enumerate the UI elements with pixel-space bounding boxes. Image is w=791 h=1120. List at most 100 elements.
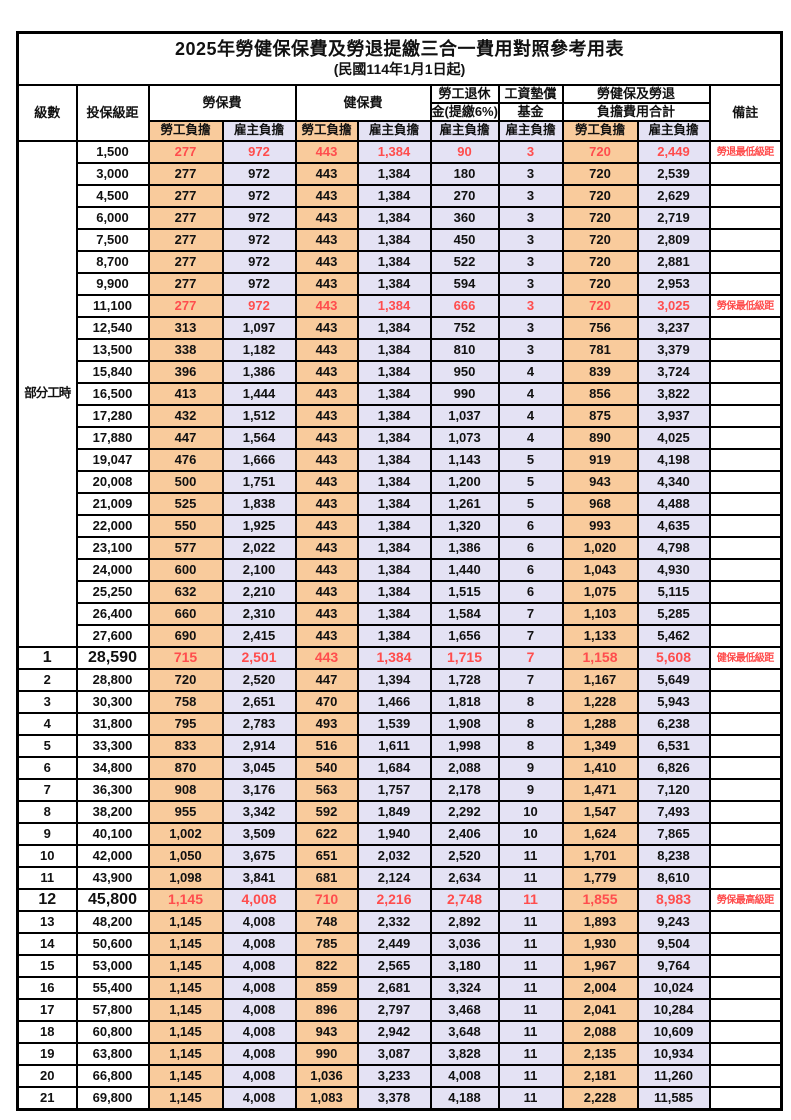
- remark-cell: [708, 426, 783, 450]
- labor-employer-cell: 2,100: [221, 558, 297, 582]
- table-row: 12 45,800 1,145 4,008 710 2,216 2,748 11 1,855 8,…: [16, 888, 783, 912]
- header-row-1: 級數 投保級距 勞保費 健保費 勞工退休 工資墊償 勞健保及勞退 備註: [16, 84, 783, 142]
- labor-worker-cell: 277: [147, 272, 224, 296]
- wage-fund-employer-cell: 7: [497, 646, 564, 670]
- labor-worker-cell: 476: [147, 448, 224, 472]
- remark-cell: [708, 602, 783, 626]
- labor-worker-cell: 447: [147, 426, 224, 450]
- bracket-cell: 21,009: [75, 492, 150, 516]
- table-row: 8,700 277 972 443 1,384 522 3 720 2,881: [18, 250, 783, 274]
- wage-fund-employer-cell: 10: [497, 822, 564, 846]
- remark-cell: [708, 228, 783, 252]
- total-employer-cell: 2,539: [636, 162, 711, 186]
- health-worker-cell: 443: [294, 360, 359, 384]
- remark-cell: [708, 976, 783, 1000]
- labor-employer-cell: 1,097: [221, 316, 297, 340]
- wage-fund-employer-cell: 8: [497, 734, 564, 758]
- total-employer-cell: 2,881: [636, 250, 711, 274]
- page-subtitle: (民國114年1月1日起): [333, 61, 466, 78]
- bracket-cell: 55,400: [75, 976, 150, 1000]
- bracket-cell: 69,800: [75, 1086, 150, 1111]
- wage-fund-employer-cell: 10: [497, 800, 564, 824]
- labor-employer-cell: 2,022: [221, 536, 297, 560]
- labor-employer-cell: 4,008: [221, 1042, 297, 1066]
- header-wage-fund-line2: 基金: [497, 102, 564, 122]
- total-employer-cell: 4,025: [636, 426, 711, 450]
- wage-fund-employer-cell: 7: [497, 624, 564, 648]
- bracket-cell: 24,000: [75, 558, 150, 582]
- labor-worker-cell: 1,145: [147, 1086, 224, 1111]
- total-worker-cell: 1,133: [561, 624, 639, 648]
- total-worker-cell: 720: [561, 272, 639, 296]
- labor-worker-cell: 396: [147, 360, 224, 384]
- labor-worker-cell: 338: [147, 338, 224, 362]
- total-employer-cell: 6,238: [636, 712, 711, 736]
- labor-employer-cell: 1,666: [221, 448, 297, 472]
- header-pension-line1: 勞工退休: [429, 84, 500, 104]
- labor-worker-cell: 432: [147, 404, 224, 428]
- bracket-cell: 25,250: [75, 580, 150, 604]
- table-row: 11,100 277 972 443 1,384 666 3 720 3,025 勞保最低級距: [18, 294, 783, 318]
- remark-cell: [708, 162, 783, 186]
- health-employer-cell: 1,384: [356, 162, 432, 186]
- health-employer-cell: 1,757: [356, 778, 432, 802]
- total-employer-cell: 6,826: [636, 756, 711, 780]
- remark-cell: [708, 338, 783, 362]
- pension-employer-cell: 2,634: [429, 866, 500, 890]
- health-worker-cell: 592: [294, 800, 359, 824]
- pension-employer-cell: 4,188: [429, 1086, 500, 1111]
- pension-employer-cell: 950: [429, 360, 500, 384]
- health-employer-cell: 1,384: [356, 250, 432, 274]
- remark-cell: [708, 910, 783, 934]
- total-employer-cell: 4,930: [636, 558, 711, 582]
- total-worker-cell: 2,135: [561, 1042, 639, 1066]
- health-employer-cell: 2,797: [356, 998, 432, 1022]
- wage-fund-employer-cell: 11: [497, 998, 564, 1022]
- health-worker-cell: 896: [294, 998, 359, 1022]
- remark-cell: [708, 558, 783, 582]
- health-employer-cell: 1,384: [356, 272, 432, 296]
- total-employer-cell: 4,488: [636, 492, 711, 516]
- pension-employer-cell: 3,468: [429, 998, 500, 1022]
- labor-worker-cell: 690: [147, 624, 224, 648]
- bracket-cell: 34,800: [75, 756, 150, 780]
- health-worker-cell: 443: [294, 250, 359, 274]
- labor-worker-cell: 715: [147, 646, 224, 670]
- health-worker-cell: 443: [294, 602, 359, 626]
- total-worker-cell: 2,088: [561, 1020, 639, 1044]
- bracket-cell: 20,008: [75, 470, 150, 494]
- health-worker-cell: 443: [294, 624, 359, 648]
- pension-employer-cell: 360: [429, 206, 500, 230]
- total-employer-cell: 11,585: [636, 1086, 711, 1111]
- total-worker-cell: 1,103: [561, 602, 639, 626]
- labor-employer-cell: 2,520: [221, 668, 297, 692]
- remark-cell: [708, 932, 783, 956]
- pension-employer-cell: 450: [429, 228, 500, 252]
- header-pension-line2: 金(提繳6%): [429, 102, 500, 122]
- total-employer-cell: 2,953: [636, 272, 711, 296]
- bracket-cell: 33,300: [75, 734, 150, 758]
- total-employer-cell: 10,024: [636, 976, 711, 1000]
- total-worker-cell: 720: [561, 294, 639, 318]
- labor-employer-cell: 1,182: [221, 338, 297, 362]
- total-worker-cell: 2,041: [561, 998, 639, 1022]
- total-worker-cell: 1,228: [561, 690, 639, 714]
- level-cell: 6: [16, 756, 78, 780]
- health-worker-cell: 822: [294, 954, 359, 978]
- health-employer-cell: 1,384: [356, 206, 432, 230]
- labor-employer-cell: 3,045: [221, 756, 297, 780]
- health-employer-cell: 1,384: [356, 316, 432, 340]
- health-worker-cell: 443: [294, 140, 359, 164]
- wage-fund-employer-cell: 11: [497, 1064, 564, 1088]
- wage-fund-employer-cell: 11: [497, 866, 564, 890]
- bracket-cell: 7,500: [75, 228, 150, 252]
- labor-worker-cell: 1,145: [147, 954, 224, 978]
- pension-employer-cell: 1,998: [429, 734, 500, 758]
- total-worker-cell: 1,701: [561, 844, 639, 868]
- health-worker-cell: 443: [294, 470, 359, 494]
- total-employer-cell: 2,449: [636, 140, 711, 164]
- labor-employer-cell: 972: [221, 228, 297, 252]
- table-row: 16,500 413 1,444 443 1,384 990 4 856 3,822: [18, 382, 783, 406]
- bracket-cell: 60,800: [75, 1020, 150, 1044]
- labor-worker-cell: 955: [147, 800, 224, 824]
